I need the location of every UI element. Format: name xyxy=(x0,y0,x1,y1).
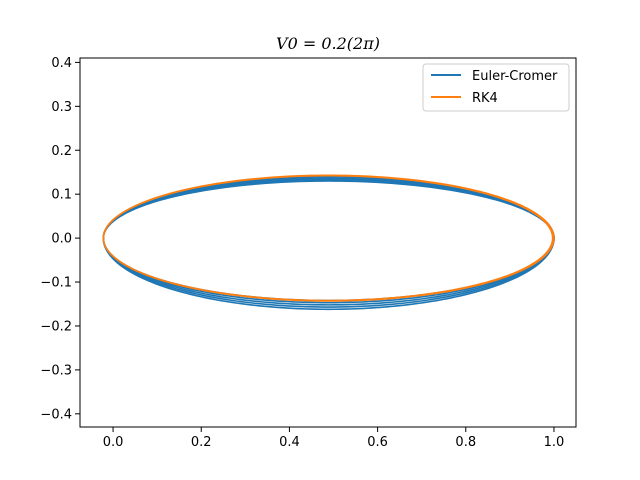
y-tick-label: 0.1 xyxy=(51,188,72,203)
y-axis-ticks: −0.4 −0.3 −0.2 −0.1 0.0 0.1 0.2 0.3 0.4 xyxy=(40,56,80,422)
x-tick-label: 0.6 xyxy=(367,435,388,450)
y-tick-label: 0.4 xyxy=(51,56,72,71)
series-layer xyxy=(102,174,555,311)
x-tick-label: 0.0 xyxy=(103,435,124,450)
y-tick-label: −0.1 xyxy=(40,276,72,291)
y-tick-label: −0.3 xyxy=(40,363,72,378)
legend-label-rk4: RK4 xyxy=(472,91,498,106)
plot-frame xyxy=(79,57,577,428)
chart-title: V0 = 0.2(2π) xyxy=(276,34,380,53)
y-tick-label: −0.2 xyxy=(40,319,72,334)
plot-area xyxy=(80,58,576,427)
y-tick-label: 0.0 xyxy=(51,232,72,247)
x-tick-label: 0.4 xyxy=(279,435,300,450)
legend: Euler-Cromer RK4 xyxy=(422,63,570,112)
x-tick-label: 0.8 xyxy=(455,435,476,450)
x-tick-label: 0.2 xyxy=(191,435,212,450)
x-axis-ticks: 0.0 0.2 0.4 0.6 0.8 1.0 xyxy=(103,427,565,450)
legend-label-euler-cromer: Euler-Cromer xyxy=(472,69,558,84)
y-tick-label: 0.3 xyxy=(51,100,72,115)
orbit-rk4-2 xyxy=(102,174,554,302)
x-tick-label: 1.0 xyxy=(544,435,565,450)
y-tick-label: 0.2 xyxy=(51,144,72,159)
y-tick-label: −0.4 xyxy=(40,407,72,422)
